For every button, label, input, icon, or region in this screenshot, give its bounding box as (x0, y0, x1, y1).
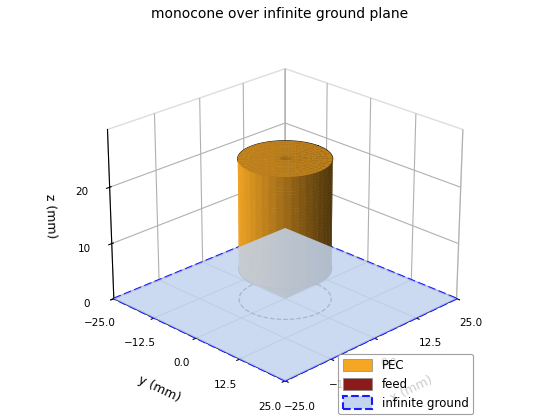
Legend: PEC, feed, infinite ground: PEC, feed, infinite ground (338, 354, 474, 414)
Y-axis label: y (mm): y (mm) (136, 373, 183, 404)
Title: monocone over infinite ground plane: monocone over infinite ground plane (151, 7, 409, 21)
X-axis label: x (mm): x (mm) (388, 373, 435, 404)
